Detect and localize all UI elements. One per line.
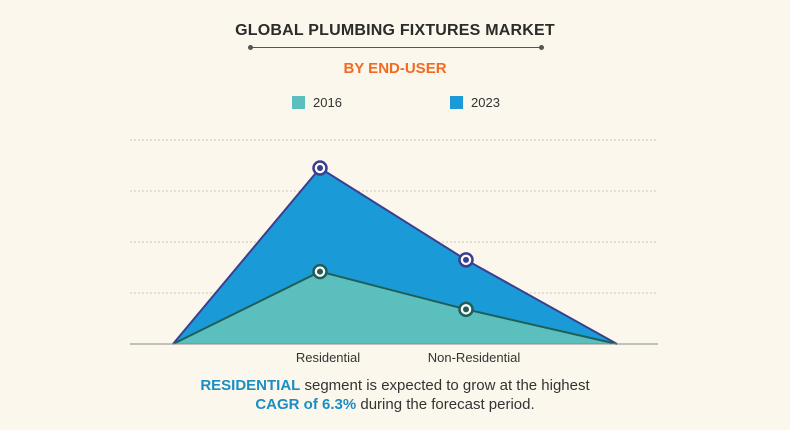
legend-label-2016: 2016 bbox=[313, 95, 342, 110]
x-tick-label: Residential bbox=[296, 350, 360, 365]
caption-highlight-cagr: CAGR of 6.3% bbox=[255, 396, 357, 413]
caption-text-2: during the forecast period. bbox=[356, 396, 535, 413]
data-point-dot-2016-1 bbox=[317, 268, 323, 275]
chart-caption: RESIDENTIAL segment is expected to grow … bbox=[0, 376, 790, 414]
title-divider bbox=[248, 45, 544, 50]
series-2023-line bbox=[172, 166, 618, 345]
chart-title: GLOBAL PLUMBING FIXTURES MARKET bbox=[235, 22, 555, 39]
legend: 2016 2023 bbox=[0, 95, 790, 111]
legend-swatch-2023 bbox=[450, 96, 463, 109]
legend-swatch-2016 bbox=[292, 96, 305, 109]
caption-highlight-residential: RESIDENTIAL bbox=[200, 377, 301, 394]
legend-label-2023: 2023 bbox=[471, 95, 500, 110]
caption-text-1: segment is expected to grow at the highe… bbox=[300, 377, 590, 394]
legend-item-2023: 2023 bbox=[450, 95, 500, 110]
caption-line-1: RESIDENTIAL segment is expected to grow … bbox=[0, 376, 790, 395]
series-2016-line bbox=[172, 270, 618, 345]
caption-line-2: CAGR of 6.3% during the forecast period. bbox=[0, 395, 790, 414]
x-tick-label: Non-Residential bbox=[428, 350, 521, 365]
data-point-dot-2023-2 bbox=[463, 256, 469, 263]
chart-subtitle: BY END-USER bbox=[343, 60, 447, 77]
legend-item-2016: 2016 bbox=[292, 95, 342, 110]
data-point-dot-2016-2 bbox=[463, 306, 469, 313]
data-point-dot-2023-1 bbox=[317, 165, 323, 172]
